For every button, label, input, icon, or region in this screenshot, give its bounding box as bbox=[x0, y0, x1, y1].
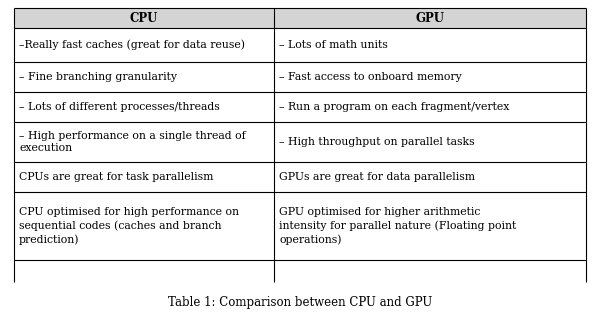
Bar bbox=[14, 8, 586, 28]
Text: – High performance on a single thread of
execution: – High performance on a single thread of… bbox=[19, 131, 246, 153]
Text: – Fast access to onboard memory: – Fast access to onboard memory bbox=[279, 72, 462, 82]
Text: GPU optimised for higher arithmetic
intensity for parallel nature (Floating poin: GPU optimised for higher arithmetic inte… bbox=[279, 207, 517, 245]
Text: –Really fast caches (great for data reuse): –Really fast caches (great for data reus… bbox=[19, 40, 245, 50]
Text: – Fine branching granularity: – Fine branching granularity bbox=[19, 72, 177, 82]
Text: – High throughput on parallel tasks: – High throughput on parallel tasks bbox=[279, 137, 475, 147]
Text: GPU: GPU bbox=[416, 12, 445, 24]
Text: – Run a program on each fragment/vertex: – Run a program on each fragment/vertex bbox=[279, 102, 509, 112]
Text: Table 1: Comparison between CPU and GPU: Table 1: Comparison between CPU and GPU bbox=[168, 296, 432, 309]
Text: – Lots of math units: – Lots of math units bbox=[279, 40, 388, 50]
Text: CPU: CPU bbox=[130, 12, 158, 24]
Text: GPUs are great for data parallelism: GPUs are great for data parallelism bbox=[279, 172, 475, 182]
Text: CPU optimised for high performance on
sequential codes (caches and branch
predic: CPU optimised for high performance on se… bbox=[19, 207, 239, 245]
Text: CPUs are great for task parallelism: CPUs are great for task parallelism bbox=[19, 172, 214, 182]
Text: – Lots of different processes/threads: – Lots of different processes/threads bbox=[19, 102, 220, 112]
